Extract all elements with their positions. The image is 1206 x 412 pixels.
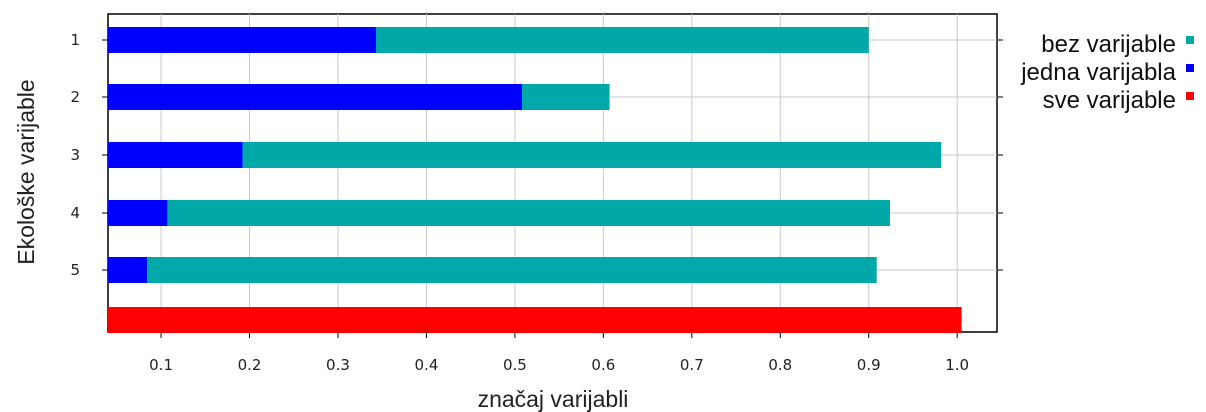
bar-bez-varijable-4: [108, 200, 890, 226]
legend: bez varijable jedna varijabla sve varija…: [1020, 31, 1194, 114]
bar-jedna-varijabla-3: [108, 142, 243, 168]
x-tick-label: 1.0: [945, 356, 969, 374]
legend-label-sve-varijable: sve varijable: [1043, 87, 1176, 114]
x-tick-label: 0.4: [415, 356, 439, 374]
bar-jedna-varijabla-2: [108, 84, 522, 110]
bar-sve-varijable: [108, 307, 962, 333]
bar-jedna-varijabla-1: [108, 27, 377, 53]
x-tick-label: 0.7: [680, 356, 704, 374]
bar-bez-varijable-3: [108, 142, 942, 168]
plot-frame: [107, 13, 998, 333]
x-axis-title: značaj varijabli: [478, 386, 629, 412]
bar-jedna-varijabla-5: [108, 257, 147, 283]
legend-swatch-jedna-varijabla: [1186, 64, 1194, 72]
x-tick-label: 0.1: [149, 356, 173, 374]
x-tick-label: 0.3: [326, 356, 350, 374]
x-tick-label: 0.6: [591, 356, 615, 374]
y-tick-label: 4: [70, 204, 80, 222]
x-axis-ticks: 0.1 0.2 0.3 0.4 0.5 0.6 0.7 0.8 0.9 1.0: [149, 332, 969, 374]
x-tick-label: 0.2: [238, 356, 262, 374]
bar-bez-varijable-5: [108, 257, 877, 283]
x-tick-label: 0.5: [503, 356, 527, 374]
x-tick-label: 0.9: [857, 356, 881, 374]
bars-group: [108, 27, 962, 333]
legend-label-bez-varijable: bez varijable: [1041, 31, 1176, 58]
legend-label-jedna-varijabla: jedna varijabla: [1020, 59, 1176, 86]
y-tick-label: 5: [70, 261, 80, 279]
y-axis-title: Ekološke varijable: [13, 79, 39, 264]
x-tick-label: 0.8: [768, 356, 792, 374]
y-axis-ticks: 1 2 3 4 5: [70, 31, 1003, 279]
y-tick-label: 2: [70, 88, 80, 106]
y-tick-label: 1: [70, 31, 80, 49]
bar-jedna-varijabla-4: [108, 200, 168, 226]
y-tick-label: 3: [70, 146, 80, 164]
legend-swatch-sve-varijable: [1186, 92, 1194, 100]
legend-swatch-bez-varijable: [1186, 36, 1194, 44]
